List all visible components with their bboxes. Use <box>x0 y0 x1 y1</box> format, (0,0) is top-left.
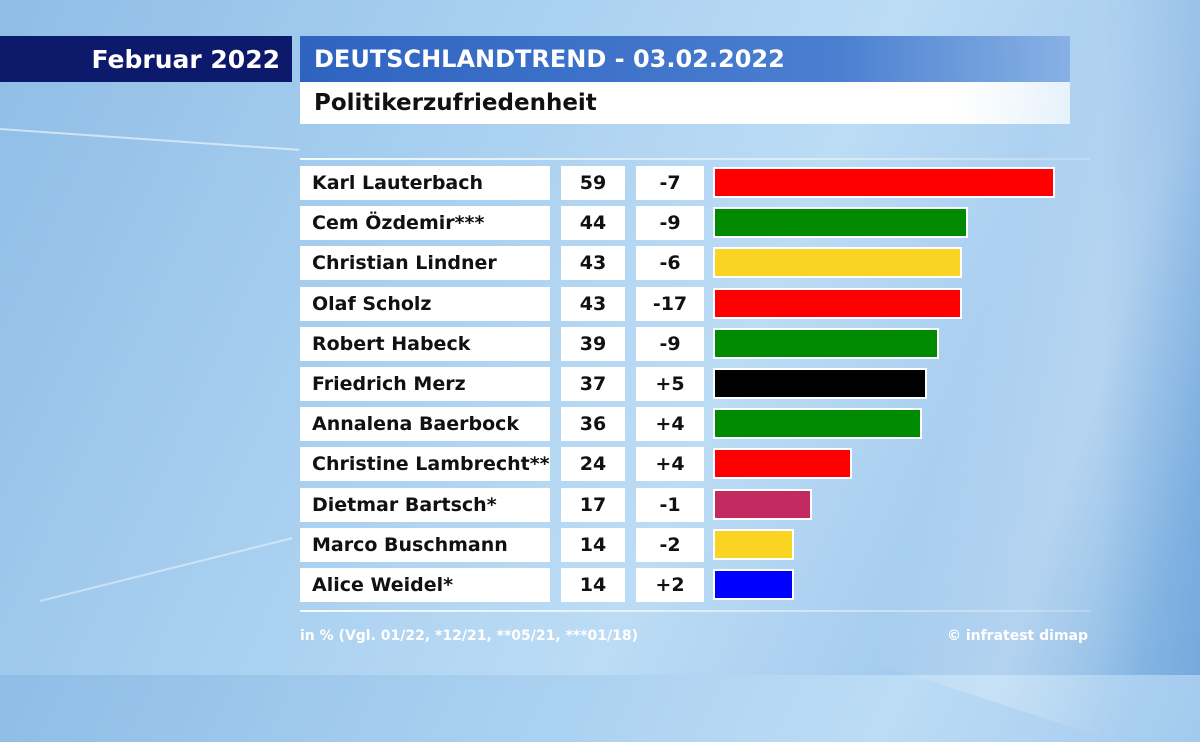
satisfaction-value: 37 <box>561 367 625 401</box>
change-value: +4 <box>636 447 704 481</box>
change-value: -17 <box>636 287 704 321</box>
politician-name: Christine Lambrecht** <box>300 447 550 481</box>
change-value: +2 <box>636 568 704 602</box>
satisfaction-value: 17 <box>561 488 625 522</box>
satisfaction-value: 39 <box>561 327 625 361</box>
politician-name: Friedrich Merz <box>300 367 550 401</box>
satisfaction-value: 14 <box>561 528 625 562</box>
change-value: +5 <box>636 367 704 401</box>
politician-name: Robert Habeck <box>300 327 550 361</box>
satisfaction-value: 44 <box>561 206 625 240</box>
header-month: Februar 2022 <box>0 36 292 82</box>
bar <box>713 489 812 520</box>
satisfaction-value: 24 <box>561 447 625 481</box>
change-value: -9 <box>636 327 704 361</box>
change-value: -7 <box>636 166 704 200</box>
change-value: -2 <box>636 528 704 562</box>
satisfaction-value: 36 <box>561 407 625 441</box>
politician-name: Dietmar Bartsch* <box>300 488 550 522</box>
bottom-divider <box>300 610 1090 612</box>
politician-name: Karl Lauterbach <box>300 166 550 200</box>
top-divider <box>300 158 1090 160</box>
satisfaction-value: 43 <box>561 246 625 280</box>
satisfaction-value: 59 <box>561 166 625 200</box>
politician-name: Alice Weidel* <box>300 568 550 602</box>
bar <box>713 368 927 399</box>
politician-name: Christian Lindner <box>300 246 550 280</box>
background-shade <box>1100 0 1200 675</box>
bar <box>713 167 1055 198</box>
bar <box>713 448 852 479</box>
background-line <box>0 128 300 151</box>
bar <box>713 207 968 238</box>
change-value: +4 <box>636 407 704 441</box>
footnote: in % (Vgl. 01/22, *12/21, **05/21, ***01… <box>300 628 639 644</box>
bar <box>713 529 794 560</box>
header-title: DEUTSCHLANDTREND - 03.02.2022 <box>300 36 1070 82</box>
politician-name: Marco Buschmann <box>300 528 550 562</box>
satisfaction-value: 14 <box>561 568 625 602</box>
politician-name: Olaf Scholz <box>300 287 550 321</box>
chart-title: Politikerzufriedenheit <box>300 82 1070 124</box>
satisfaction-value: 43 <box>561 287 625 321</box>
bar <box>713 408 922 439</box>
source-credit: © infratest dimap <box>946 628 1088 644</box>
politician-name: Annalena Baerbock <box>300 407 550 441</box>
bar <box>713 328 939 359</box>
bar <box>713 569 794 600</box>
bar <box>713 247 962 278</box>
background-line <box>39 537 293 602</box>
change-value: -9 <box>636 206 704 240</box>
bar <box>713 288 962 319</box>
change-value: -6 <box>636 246 704 280</box>
politician-name: Cem Özdemir*** <box>300 206 550 240</box>
change-value: -1 <box>636 488 704 522</box>
